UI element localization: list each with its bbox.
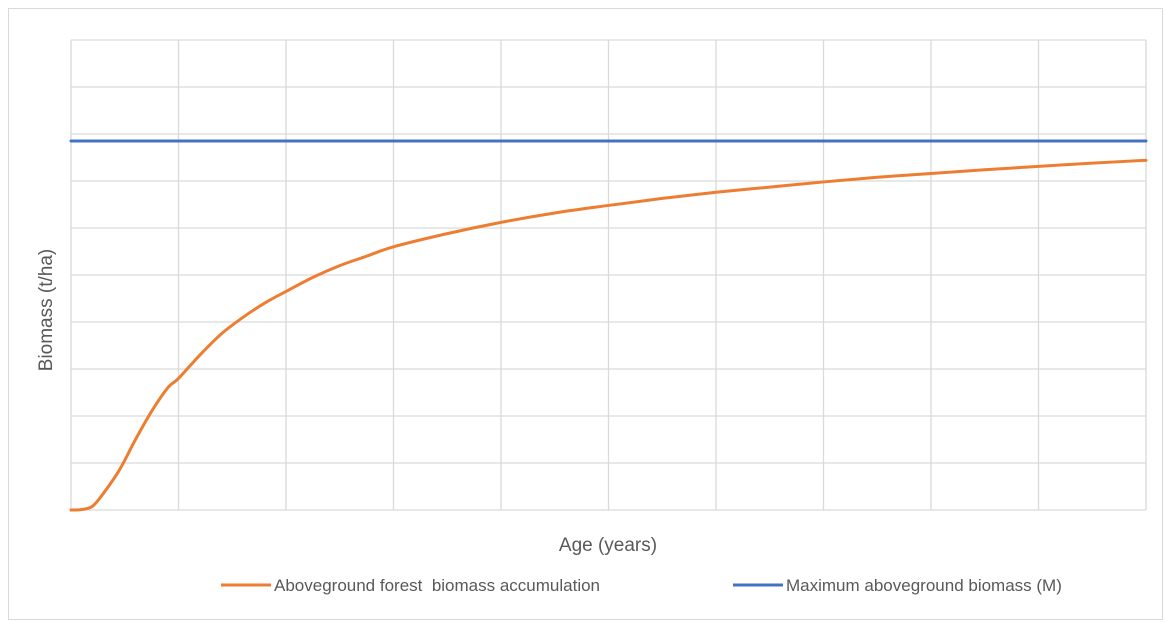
legend: Aboveground forest biomass accumulation M…	[221, 576, 1062, 595]
y-axis-title: Biomass (t/ha)	[36, 249, 57, 371]
biomass-accumulation-line	[69, 158, 1148, 512]
grid	[70, 39, 1147, 511]
chart-area	[8, 8, 1163, 620]
series-layer	[69, 139, 1148, 512]
legend-label: Aboveground forest biomass accumulation	[274, 576, 600, 595]
x-axis-title: Age (years)	[559, 535, 657, 556]
legend-label: Maximum aboveground biomass (M)	[786, 576, 1062, 595]
